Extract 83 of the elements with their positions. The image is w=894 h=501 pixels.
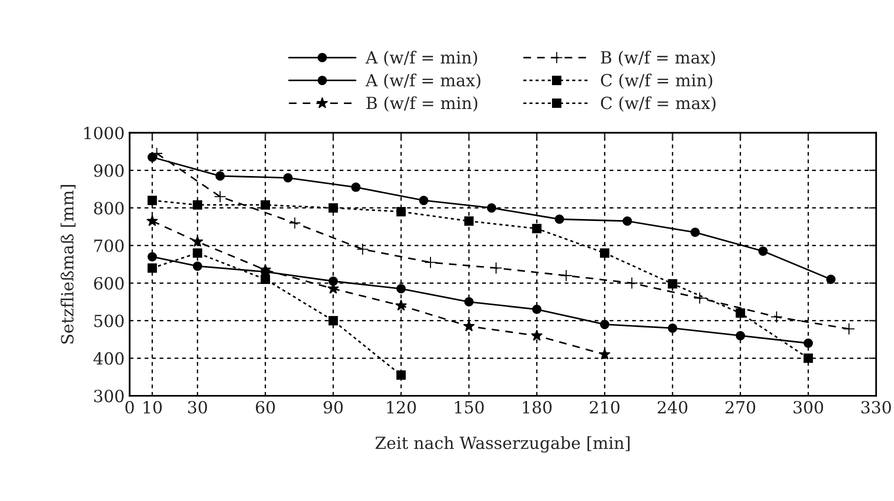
point [560,269,572,282]
point [532,304,542,314]
x-tick-label: 300 [794,400,824,414]
point [192,236,204,247]
y-axis-title: Setzfließmaß [mm] [60,185,76,344]
x-tick-label: 60 [256,400,275,414]
point [328,316,338,326]
x-tick-label: 210 [590,400,620,414]
point [626,276,638,290]
point [770,310,783,323]
point [463,320,475,332]
y-tick-label: 400 [93,352,124,365]
point [260,200,270,210]
x-tick-label: 30 [188,400,207,414]
x-tick-label: 0 [125,400,134,414]
legend-label: C (w/f = min) [600,74,712,89]
point [804,354,813,363]
point [826,274,836,284]
legend-label: A (w/f = min) [365,50,478,66]
point [554,214,564,224]
x-tick-label: 240 [658,400,688,414]
y-tick-label: 700 [94,239,124,252]
point [424,256,437,268]
point [356,243,369,256]
point [464,297,474,307]
point [464,216,474,226]
point [148,196,157,206]
x-tick-label: 10 [144,400,162,414]
point [192,248,202,258]
point [694,292,706,304]
y-tick-label: 1000 [84,126,124,140]
point [328,276,338,286]
point [600,320,610,330]
point [148,252,157,262]
point [690,228,700,238]
point [328,203,338,213]
point [736,308,746,318]
point [192,200,202,210]
point [736,330,746,340]
y-tick-label: 900 [94,164,124,177]
point [192,261,202,271]
point [288,216,301,230]
x-tick-label: 90 [324,400,343,414]
x-tick-label: 120 [387,400,416,414]
point [396,206,406,216]
y-tick-label: 600 [94,277,124,290]
point [148,152,157,162]
legend-label: A (w/f = max) [365,74,480,89]
point [532,224,542,234]
point [486,203,496,213]
point [490,262,502,274]
point [214,190,226,203]
point [668,279,678,289]
point [396,370,406,380]
y-tick-label: 800 [94,202,124,214]
x-tick-label: 180 [522,400,552,414]
point [146,214,158,226]
x-tick-label: 330 [861,400,891,414]
point [283,173,293,183]
point [148,263,157,273]
point [396,284,406,294]
x-tick-label: 150 [455,400,484,414]
point [758,246,768,256]
point [622,216,632,226]
point [600,248,610,258]
point [419,196,428,206]
y-tick-label: 500 [94,314,124,328]
point [804,338,813,348]
legend-label: C (w/f = max) [600,96,716,112]
point [531,330,543,341]
point [395,300,407,311]
legend-label: B (w/f = max) [600,50,715,66]
point [598,348,610,360]
x-tick-label: 270 [726,400,756,414]
legend-label: B (w/f = min) [366,96,478,112]
point [351,182,361,192]
point [260,274,270,284]
point [668,323,678,333]
x-axis-title: Zeit nach Wasserzugabe [min] [376,436,630,453]
point [842,322,856,335]
y-tick-label: 300 [94,390,124,402]
point [260,264,272,275]
point [215,171,225,181]
